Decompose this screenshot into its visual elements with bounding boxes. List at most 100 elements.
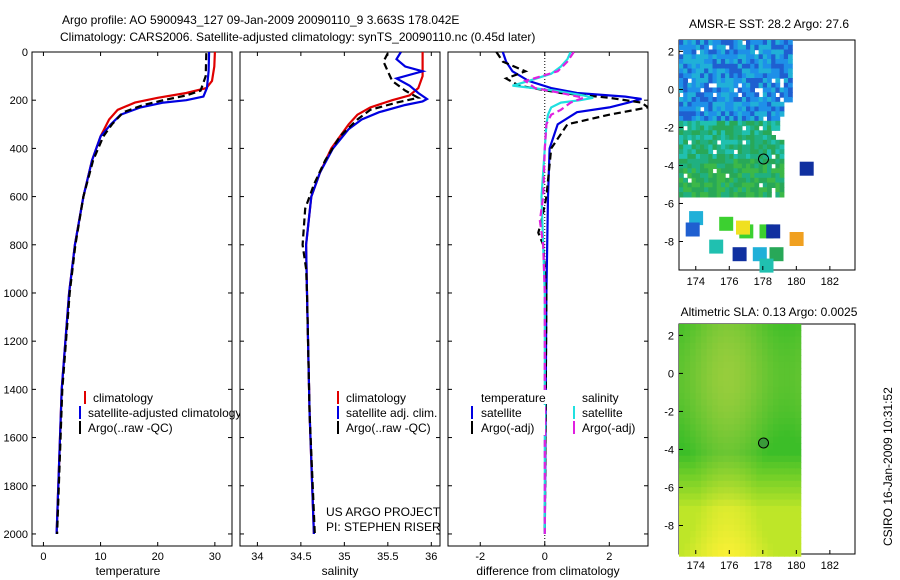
sst-map-cell — [754, 144, 760, 150]
sst-map-cell — [683, 78, 688, 84]
sst-map-cell — [704, 130, 709, 136]
sst-map-cell — [683, 168, 688, 174]
sst-map-cell — [704, 68, 709, 74]
sla-map-cell — [789, 480, 796, 488]
sla-map-cell — [750, 399, 757, 407]
sla-map-cell — [789, 424, 796, 432]
sla-map-cell — [712, 474, 719, 482]
sla-map-cell — [734, 405, 741, 413]
sst-map-cell — [741, 158, 747, 165]
sst-map-cell — [716, 163, 722, 169]
sla-map-cell — [679, 386, 686, 394]
sst-map-cell — [704, 139, 709, 146]
sst-map-cell — [767, 116, 772, 122]
sst-map-block — [759, 258, 774, 273]
sst-map-cell — [729, 101, 735, 108]
sst-map-cell — [683, 54, 688, 60]
sst-map-cell — [737, 139, 743, 146]
sst-map-cell — [750, 182, 755, 188]
sla-map-cell — [789, 399, 796, 407]
sst-map-cell — [712, 49, 718, 55]
sla-map-cell — [756, 549, 763, 557]
sst-map-cell — [750, 168, 755, 174]
sla-map-cell — [723, 418, 730, 425]
sla-map-cell — [695, 374, 702, 382]
sst-map-cell — [716, 158, 722, 165]
sla-map-cell — [750, 393, 757, 400]
sst-map-cell — [679, 192, 684, 198]
sla-map-cell — [684, 505, 691, 513]
sst-map-cell — [779, 101, 785, 108]
sst-map-cell — [704, 63, 709, 70]
sla-map-cell — [695, 549, 702, 557]
sst-map-cell — [775, 101, 781, 108]
sla-map-cell — [701, 374, 708, 382]
sst-map-title: AMSR-E SST: 28.2 Argo: 27.6 — [689, 17, 849, 31]
sst-map-cell — [716, 49, 722, 55]
side-timestamp-label: CSIRO 16-Jan-2009 10:31:52 — [881, 387, 895, 546]
sst-map-cell — [729, 158, 735, 165]
sst-map-cell — [746, 101, 751, 108]
sst-map-block — [689, 211, 704, 226]
sst-map-cell — [762, 163, 768, 169]
sla-map-cell — [706, 524, 713, 532]
sst-map-cell — [758, 59, 764, 65]
sst-map-cell — [695, 187, 701, 193]
sla-map-cell — [789, 524, 796, 532]
sla-map-cell — [745, 505, 752, 513]
sst-map-cell — [712, 182, 718, 188]
sla-map-cell — [745, 518, 752, 526]
sst-map-cell — [788, 78, 793, 84]
sst-map-cell — [720, 168, 726, 174]
sla-map-cell — [767, 330, 774, 338]
sst-map-cell — [758, 130, 764, 136]
sst-map-cell — [720, 187, 726, 193]
sla-map-cell — [717, 367, 724, 375]
sla-map-ytick-label: -8 — [664, 520, 674, 532]
sst-map-cell — [767, 59, 772, 65]
sla-map-cell — [679, 399, 686, 407]
sst-map-cell — [687, 168, 693, 174]
sst-map-cell — [687, 192, 693, 198]
sst-map-cell — [771, 125, 776, 131]
sst-map-cell — [716, 82, 722, 89]
sst-map-cell — [729, 144, 735, 150]
sst-map-cell — [725, 163, 730, 169]
sst-map-cell — [729, 192, 735, 198]
sst-map-cell — [775, 49, 781, 55]
sst-map-cell — [679, 173, 684, 179]
sla-map-cell — [767, 411, 774, 419]
sst-map-cell — [737, 106, 743, 112]
sst-map-cell — [788, 63, 793, 70]
sst-map-cell — [783, 78, 789, 84]
sla-map-cell — [750, 524, 757, 532]
sla-map-cell — [767, 424, 774, 432]
sst-map-cell — [754, 40, 760, 46]
sst-map-cell — [691, 59, 697, 65]
sst-map-cell — [712, 68, 718, 74]
sla-map-cell — [679, 330, 686, 338]
temperature-xtick-label: 30 — [209, 551, 221, 563]
sst-map-block — [719, 216, 734, 231]
sla-map-cell — [706, 324, 713, 331]
sst-map-cell — [758, 40, 764, 46]
sst-map-cell — [704, 149, 709, 155]
sla-map-cell — [728, 462, 735, 469]
sla-map-cell — [756, 455, 763, 463]
sla-map-cell — [745, 499, 752, 507]
sst-map-cell — [788, 87, 793, 93]
sla-map-cell — [690, 499, 697, 507]
sst-map-cell — [683, 154, 688, 160]
sla-map-cell — [789, 380, 796, 388]
sst-map-cell — [775, 158, 781, 165]
sst-map-cell — [700, 125, 705, 131]
sst-map-cell — [700, 68, 705, 74]
difference-xtick-label: -2 — [475, 551, 485, 563]
sst-map-cell — [695, 78, 701, 84]
sst-map-cell — [762, 101, 768, 108]
sst-map-cell — [729, 73, 735, 79]
sla-map-cell — [739, 336, 746, 344]
sla-map-cell — [795, 342, 802, 350]
sst-map-cell — [695, 168, 701, 174]
sla-map-xtick-label: 176 — [720, 560, 738, 572]
